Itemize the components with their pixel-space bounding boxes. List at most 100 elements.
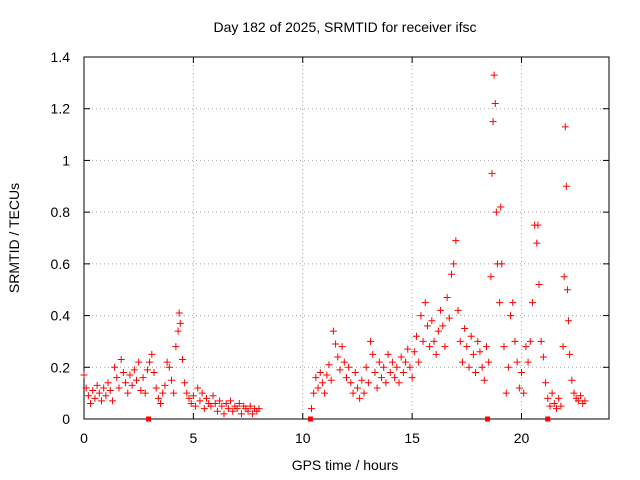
data-point [461,325,469,332]
data-point [489,118,497,126]
data-point [168,376,175,384]
data-point [439,322,447,330]
data-point [367,337,375,345]
data-point [404,345,412,353]
data-point [345,363,353,371]
data-point [175,309,183,317]
data-point [87,399,95,407]
data-point [347,379,355,387]
data-point [360,389,368,397]
data-point [146,358,154,366]
data-point [187,399,195,407]
data-point [308,405,315,413]
data-point [165,363,173,371]
gap-marker [545,416,551,422]
y-tick-label: 1.4 [51,49,71,65]
data-point [235,399,243,407]
data-point [378,374,385,382]
data-point [98,397,105,405]
gap-marker [146,416,152,422]
data-point [373,384,381,392]
data-point [406,363,414,371]
data-point [546,402,554,410]
data-point [100,384,108,392]
data-point [581,397,589,405]
data-point [408,374,416,382]
data-point [122,379,130,387]
data-point [413,332,420,340]
data-point [336,366,344,374]
data-point [102,392,110,400]
data-point [318,379,326,387]
y-tick-label: 1 [62,152,70,168]
data-point [139,374,147,382]
data-point [200,405,208,413]
data-point [174,327,182,335]
data-point [557,402,565,410]
data-point [106,387,114,395]
gap-marker [485,416,491,422]
data-point [248,410,256,418]
data-point [349,389,357,397]
data-point [246,402,254,410]
data-point [504,363,512,371]
data-point [316,368,324,376]
data-point [553,405,560,413]
data-point [568,376,576,384]
data-point [419,337,427,345]
data-point [535,281,543,289]
data-point [332,340,340,348]
data-point [194,384,202,392]
data-point [497,203,505,211]
data-point [154,394,162,402]
data-point [224,405,232,413]
data-point [310,389,318,397]
x-tick-label: 10 [295,430,311,446]
data-point [507,312,515,320]
data-point [397,353,405,361]
data-point [222,399,230,407]
data-point [216,397,224,405]
data-point [329,327,337,335]
data-point [491,100,499,108]
data-point [161,381,169,389]
data-point [454,306,462,314]
data-point [321,389,329,397]
data-point [356,394,364,402]
data-point [159,389,167,397]
data-point [432,350,440,358]
data-point [528,299,536,307]
data-point [238,410,245,418]
data-point [480,376,488,384]
x-axis-label: GPS time / hours [292,457,399,473]
data-point [402,358,410,366]
data-point [555,394,563,402]
data-points [80,71,589,422]
data-point [172,343,180,351]
data-point [244,407,252,415]
data-point [522,343,530,351]
y-tick-label: 0.4 [51,308,71,324]
data-point [524,358,532,366]
data-point [391,374,399,382]
data-point [560,273,568,281]
data-point [511,337,519,345]
x-tick-label: 15 [404,430,420,446]
data-point [437,306,445,314]
y-tick-label: 0 [62,411,70,427]
data-point [542,379,550,387]
data-point [89,387,97,395]
data-point [135,358,143,366]
chart-title: Day 182 of 2025, SRMTID for receiver ifs… [214,19,477,35]
data-point [577,392,585,400]
data-point [130,366,138,374]
data-point [128,381,136,389]
data-point [533,239,541,247]
data-point [415,358,423,366]
data-point [445,314,453,322]
data-point [566,350,574,358]
data-point [218,402,226,410]
x-tick-label: 20 [514,430,530,446]
data-point [386,368,394,376]
data-point [509,299,517,307]
